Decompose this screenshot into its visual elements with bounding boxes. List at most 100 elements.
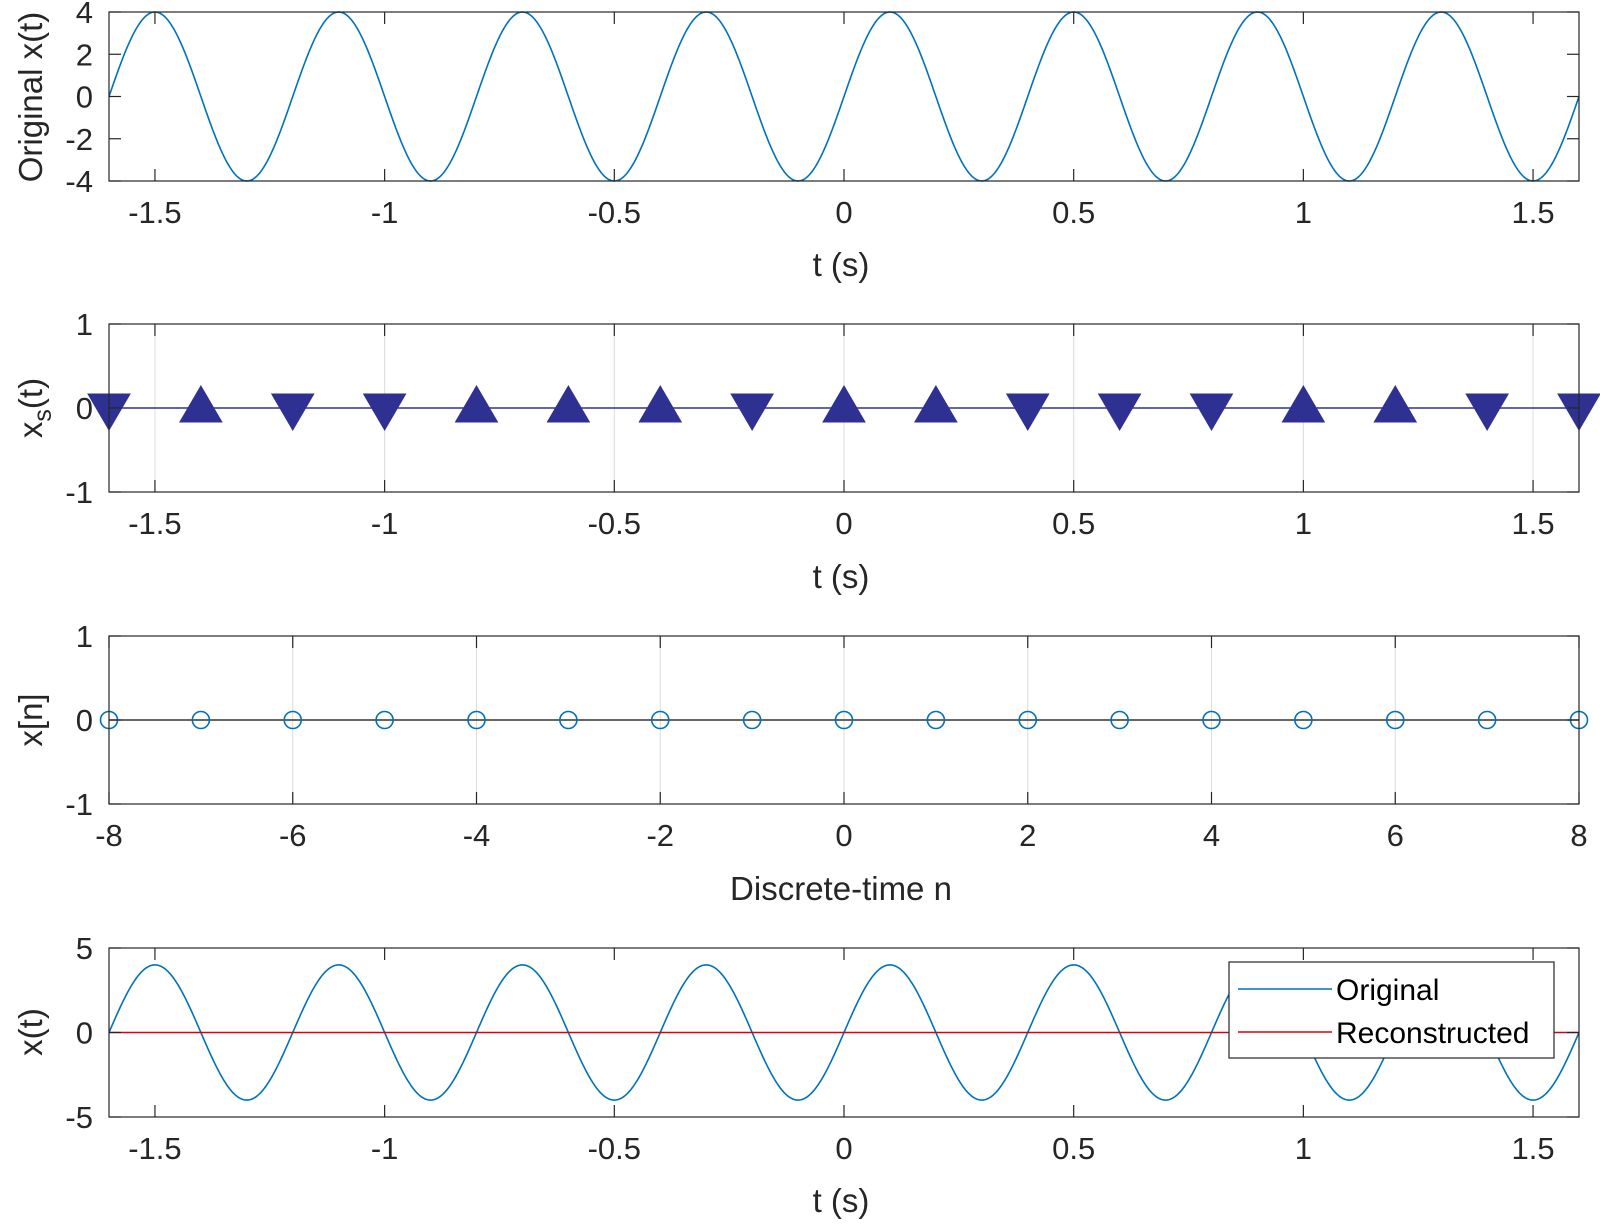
y-ticks: 4 2 0 -2 -4 bbox=[65, 0, 1579, 199]
y-axis-label-subscript: s bbox=[29, 409, 57, 422]
triangle-down-marker bbox=[270, 393, 315, 431]
y-axis-label-tail: (t) bbox=[12, 378, 49, 409]
y-tick-label: 1 bbox=[76, 307, 93, 342]
y-tick-label: -1 bbox=[65, 475, 93, 510]
sample-markers bbox=[87, 385, 1600, 431]
y-axis-label: Original x(t) bbox=[12, 12, 49, 183]
circle-marker bbox=[926, 710, 946, 730]
x-tick-label: -8 bbox=[95, 818, 123, 853]
x-tick-label: 1 bbox=[1295, 1131, 1312, 1166]
y-ticks: 5 0 -5 bbox=[65, 931, 1579, 1135]
circle-marker bbox=[283, 710, 303, 730]
x-tick-label: 0 bbox=[835, 1131, 852, 1166]
x-tick-label: 8 bbox=[1570, 818, 1587, 853]
y-ticks: 1 0 -1 bbox=[65, 307, 1579, 510]
circle-marker bbox=[650, 710, 670, 730]
x-tick-label: 1 bbox=[1295, 195, 1312, 230]
triangle-down-marker bbox=[362, 393, 407, 431]
y-tick-label: 0 bbox=[76, 1016, 93, 1051]
circle-marker bbox=[1294, 710, 1313, 730]
triangle-up-marker bbox=[454, 385, 499, 423]
y-tick-label: -1 bbox=[65, 787, 93, 822]
x-axis-label: t (s) bbox=[813, 1182, 870, 1219]
circle-marker bbox=[191, 710, 211, 730]
circle-marker bbox=[467, 710, 486, 730]
x-tick-label: -1 bbox=[371, 195, 399, 230]
x-tick-label: -1 bbox=[371, 1131, 399, 1166]
x-tick-label: -0.5 bbox=[588, 506, 641, 541]
y-tick-label: 1 bbox=[76, 619, 93, 654]
x-axis-label: t (s) bbox=[813, 558, 870, 595]
triangle-up-marker bbox=[546, 385, 591, 423]
x-tick-label: 1 bbox=[1295, 506, 1312, 541]
x-tick-label: 0.5 bbox=[1052, 195, 1095, 230]
y-tick-label: 2 bbox=[76, 37, 93, 72]
circle-marker bbox=[559, 710, 578, 730]
y-tick-label: 0 bbox=[76, 703, 93, 738]
x-tick-label: 0.5 bbox=[1052, 506, 1095, 541]
triangle-up-marker bbox=[1281, 385, 1326, 423]
x-ticks: -1.5 -1 -0.5 0 0.5 1 1.5 bbox=[128, 324, 1555, 541]
x-ticks: -1.5 -1 -0.5 0 0.5 1 1.5 bbox=[128, 948, 1555, 1166]
x-tick-label: 4 bbox=[1203, 818, 1220, 853]
y-axis-label-main: x bbox=[12, 421, 49, 438]
x-tick-label: -0.5 bbox=[588, 1131, 641, 1166]
circle-marker bbox=[834, 710, 854, 730]
x-tick-label: 2 bbox=[1019, 818, 1036, 853]
x-tick-label: 0 bbox=[835, 506, 852, 541]
x-tick-label: 0 bbox=[835, 818, 852, 853]
y-tick-label: 4 bbox=[76, 0, 93, 30]
x-tick-label: 0 bbox=[835, 195, 852, 230]
circle-marker bbox=[742, 710, 762, 730]
legend-original-label: Original bbox=[1336, 974, 1439, 1007]
triangle-down-marker bbox=[1005, 393, 1050, 431]
triangle-down-marker bbox=[730, 393, 774, 431]
x-tick-label: -6 bbox=[279, 818, 307, 853]
y-ticks: 1 0 -1 bbox=[65, 619, 1579, 822]
x-tick-label: -1.5 bbox=[128, 1131, 181, 1166]
x-ticks: -8 -6 -4 -2 0 2 4 6 8 bbox=[95, 636, 1588, 853]
plot-reconstruction: -1.5 -1 -0.5 0 0.5 1 1.5 5 0 -5 Original Reconst… bbox=[12, 931, 1580, 1219]
triangle-up-marker bbox=[822, 385, 866, 423]
x-tick-label: 1.5 bbox=[1512, 195, 1555, 230]
x-tick-label: -2 bbox=[646, 818, 674, 853]
x-tick-label: -0.5 bbox=[588, 195, 641, 230]
triangle-down-marker bbox=[1097, 393, 1142, 431]
circle-marker bbox=[375, 710, 394, 730]
x-tick-label: -4 bbox=[463, 818, 491, 853]
y-tick-label: 0 bbox=[76, 391, 93, 426]
triangle-up-marker bbox=[179, 385, 223, 423]
y-tick-label: -4 bbox=[65, 164, 93, 199]
x-tick-label: 1.5 bbox=[1512, 506, 1555, 541]
x-axis-label: Discrete-time n bbox=[730, 870, 952, 907]
plot-discrete-signal: -8 -6 -4 -2 0 2 4 6 8 10-1 Discrete-time n x[n] bbox=[12, 619, 1589, 907]
triangle-up-marker bbox=[1373, 385, 1418, 423]
circle-marker bbox=[1385, 710, 1405, 730]
y-tick-label: -2 bbox=[65, 122, 93, 157]
plot-original-signal: -1.5 -1 -0.5 0 0.5 1 1.5 4 2 0 -2 -4 t (s) Origina… bbox=[12, 0, 1580, 283]
x-tick-label: -1 bbox=[371, 506, 399, 541]
x-tick-label: 0.5 bbox=[1052, 1131, 1095, 1166]
circle-marker bbox=[1018, 710, 1038, 730]
y-axis-label: xs(t) bbox=[12, 378, 57, 438]
triangle-up-marker bbox=[638, 385, 683, 423]
triangle-up-marker bbox=[914, 385, 958, 423]
x-tick-label: 1.5 bbox=[1512, 1131, 1555, 1166]
plot-sampled-signal: -1.5 -1 -0.5 0 0.5 1 1.5 1 0 -1 t (s) xs(t) bbox=[12, 307, 1600, 595]
x-tick-label: 6 bbox=[1387, 818, 1404, 853]
y-axis-label: x(t) bbox=[12, 1008, 49, 1056]
circle-marker bbox=[1477, 710, 1497, 730]
triangle-down-marker bbox=[1189, 393, 1234, 431]
legend-box bbox=[1228, 961, 1555, 1059]
circle-marker bbox=[1110, 710, 1129, 730]
x-ticks: -1.5 -1 -0.5 0 0.5 1 1.5 bbox=[128, 12, 1555, 230]
circle-marker bbox=[1202, 710, 1221, 730]
y-tick-label: -5 bbox=[65, 1100, 93, 1135]
x-axis-label: t (s) bbox=[813, 246, 870, 283]
y-tick-label: 0 bbox=[76, 80, 93, 115]
legend: Original Reconstructed bbox=[1228, 961, 1555, 1059]
y-tick-label: 5 bbox=[76, 931, 93, 966]
triangle-down-marker bbox=[1465, 393, 1509, 431]
x-tick-label: -1.5 bbox=[128, 195, 181, 230]
